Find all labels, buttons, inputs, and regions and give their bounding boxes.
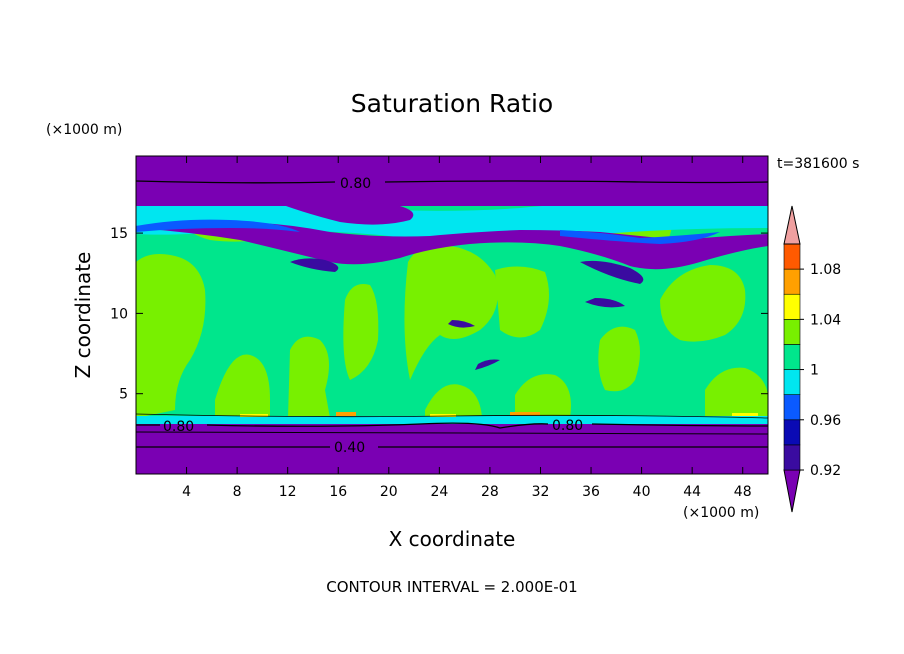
- colorbar-segment: [783, 344, 801, 370]
- contour-line-lower-080: [136, 422, 768, 429]
- contour-labels: 0.80 0.80 0.80 0.40: [163, 176, 583, 456]
- contour-line-upper-080: [136, 180, 768, 184]
- x-tick-label: 36: [582, 484, 600, 500]
- colorbar-over-triangle: [783, 205, 801, 245]
- y-axis: 5 10 15: [110, 226, 768, 403]
- y-tick-label: 15: [110, 226, 128, 242]
- chart-title: Saturation Ratio: [351, 89, 553, 118]
- x-tick-label: 28: [481, 484, 499, 500]
- colorbar-tick-label: 0.96: [810, 413, 841, 429]
- y-axis-label: Z coordinate: [71, 252, 95, 379]
- colorbar-segment: [783, 444, 801, 471]
- x-axis: 4 8 12 16 20 24 28 32 36 40 44 48: [182, 156, 752, 500]
- x-tick-label: 4: [182, 484, 191, 500]
- y-unit-label: (×1000 m): [46, 122, 122, 138]
- contour-label: 0.40: [334, 440, 365, 456]
- x-tick-label: 20: [380, 484, 398, 500]
- colorbar-segment: [783, 394, 801, 421]
- colorbar-tick-label: 1.08: [810, 262, 841, 278]
- colorbar-segment: [783, 243, 801, 270]
- x-tick-label: 40: [633, 484, 651, 500]
- x-tick-label: 32: [532, 484, 550, 500]
- colorbar-segment: [783, 268, 801, 295]
- colorbar-tick-label: 0.92: [810, 463, 841, 479]
- y-tick-label: 5: [119, 387, 128, 403]
- colorbar-segment: [783, 369, 801, 395]
- colorbar-tick-label: 1: [810, 363, 819, 379]
- plot-frame: [135, 155, 769, 475]
- contour-interval-label: CONTOUR INTERVAL = 2.000E-01: [326, 578, 577, 596]
- contour-field: [136, 156, 768, 474]
- x-unit-label: (×1000 m): [683, 505, 759, 521]
- band-dark-blue: [290, 258, 644, 370]
- colorbar-segment: [783, 319, 801, 345]
- band-yellow-orange: [240, 412, 758, 417]
- colorbar: 0.92 0.96 1 1.04 1.08: [783, 205, 841, 513]
- y-tick-label: 10: [110, 306, 128, 322]
- x-tick-label: 24: [430, 484, 448, 500]
- colorbar-under-triangle: [783, 469, 801, 513]
- colorbar-tick-label: 1.04: [810, 312, 841, 328]
- x-tick-label: 44: [683, 484, 701, 500]
- x-tick-label: 12: [279, 484, 297, 500]
- time-label: t=381600 s: [777, 156, 859, 172]
- x-tick-label: 8: [233, 484, 242, 500]
- x-tick-label: 48: [734, 484, 752, 500]
- contour-label: 0.80: [340, 176, 371, 192]
- contour-label: 0.80: [552, 418, 583, 434]
- contour-label: 0.80: [163, 419, 194, 435]
- colorbar-segment: [783, 419, 801, 446]
- band-blue: [136, 219, 720, 244]
- x-tick-label: 16: [329, 484, 347, 500]
- x-axis-label: X coordinate: [389, 527, 516, 551]
- contour-lines: [136, 180, 768, 448]
- colorbar-segment: [783, 293, 801, 320]
